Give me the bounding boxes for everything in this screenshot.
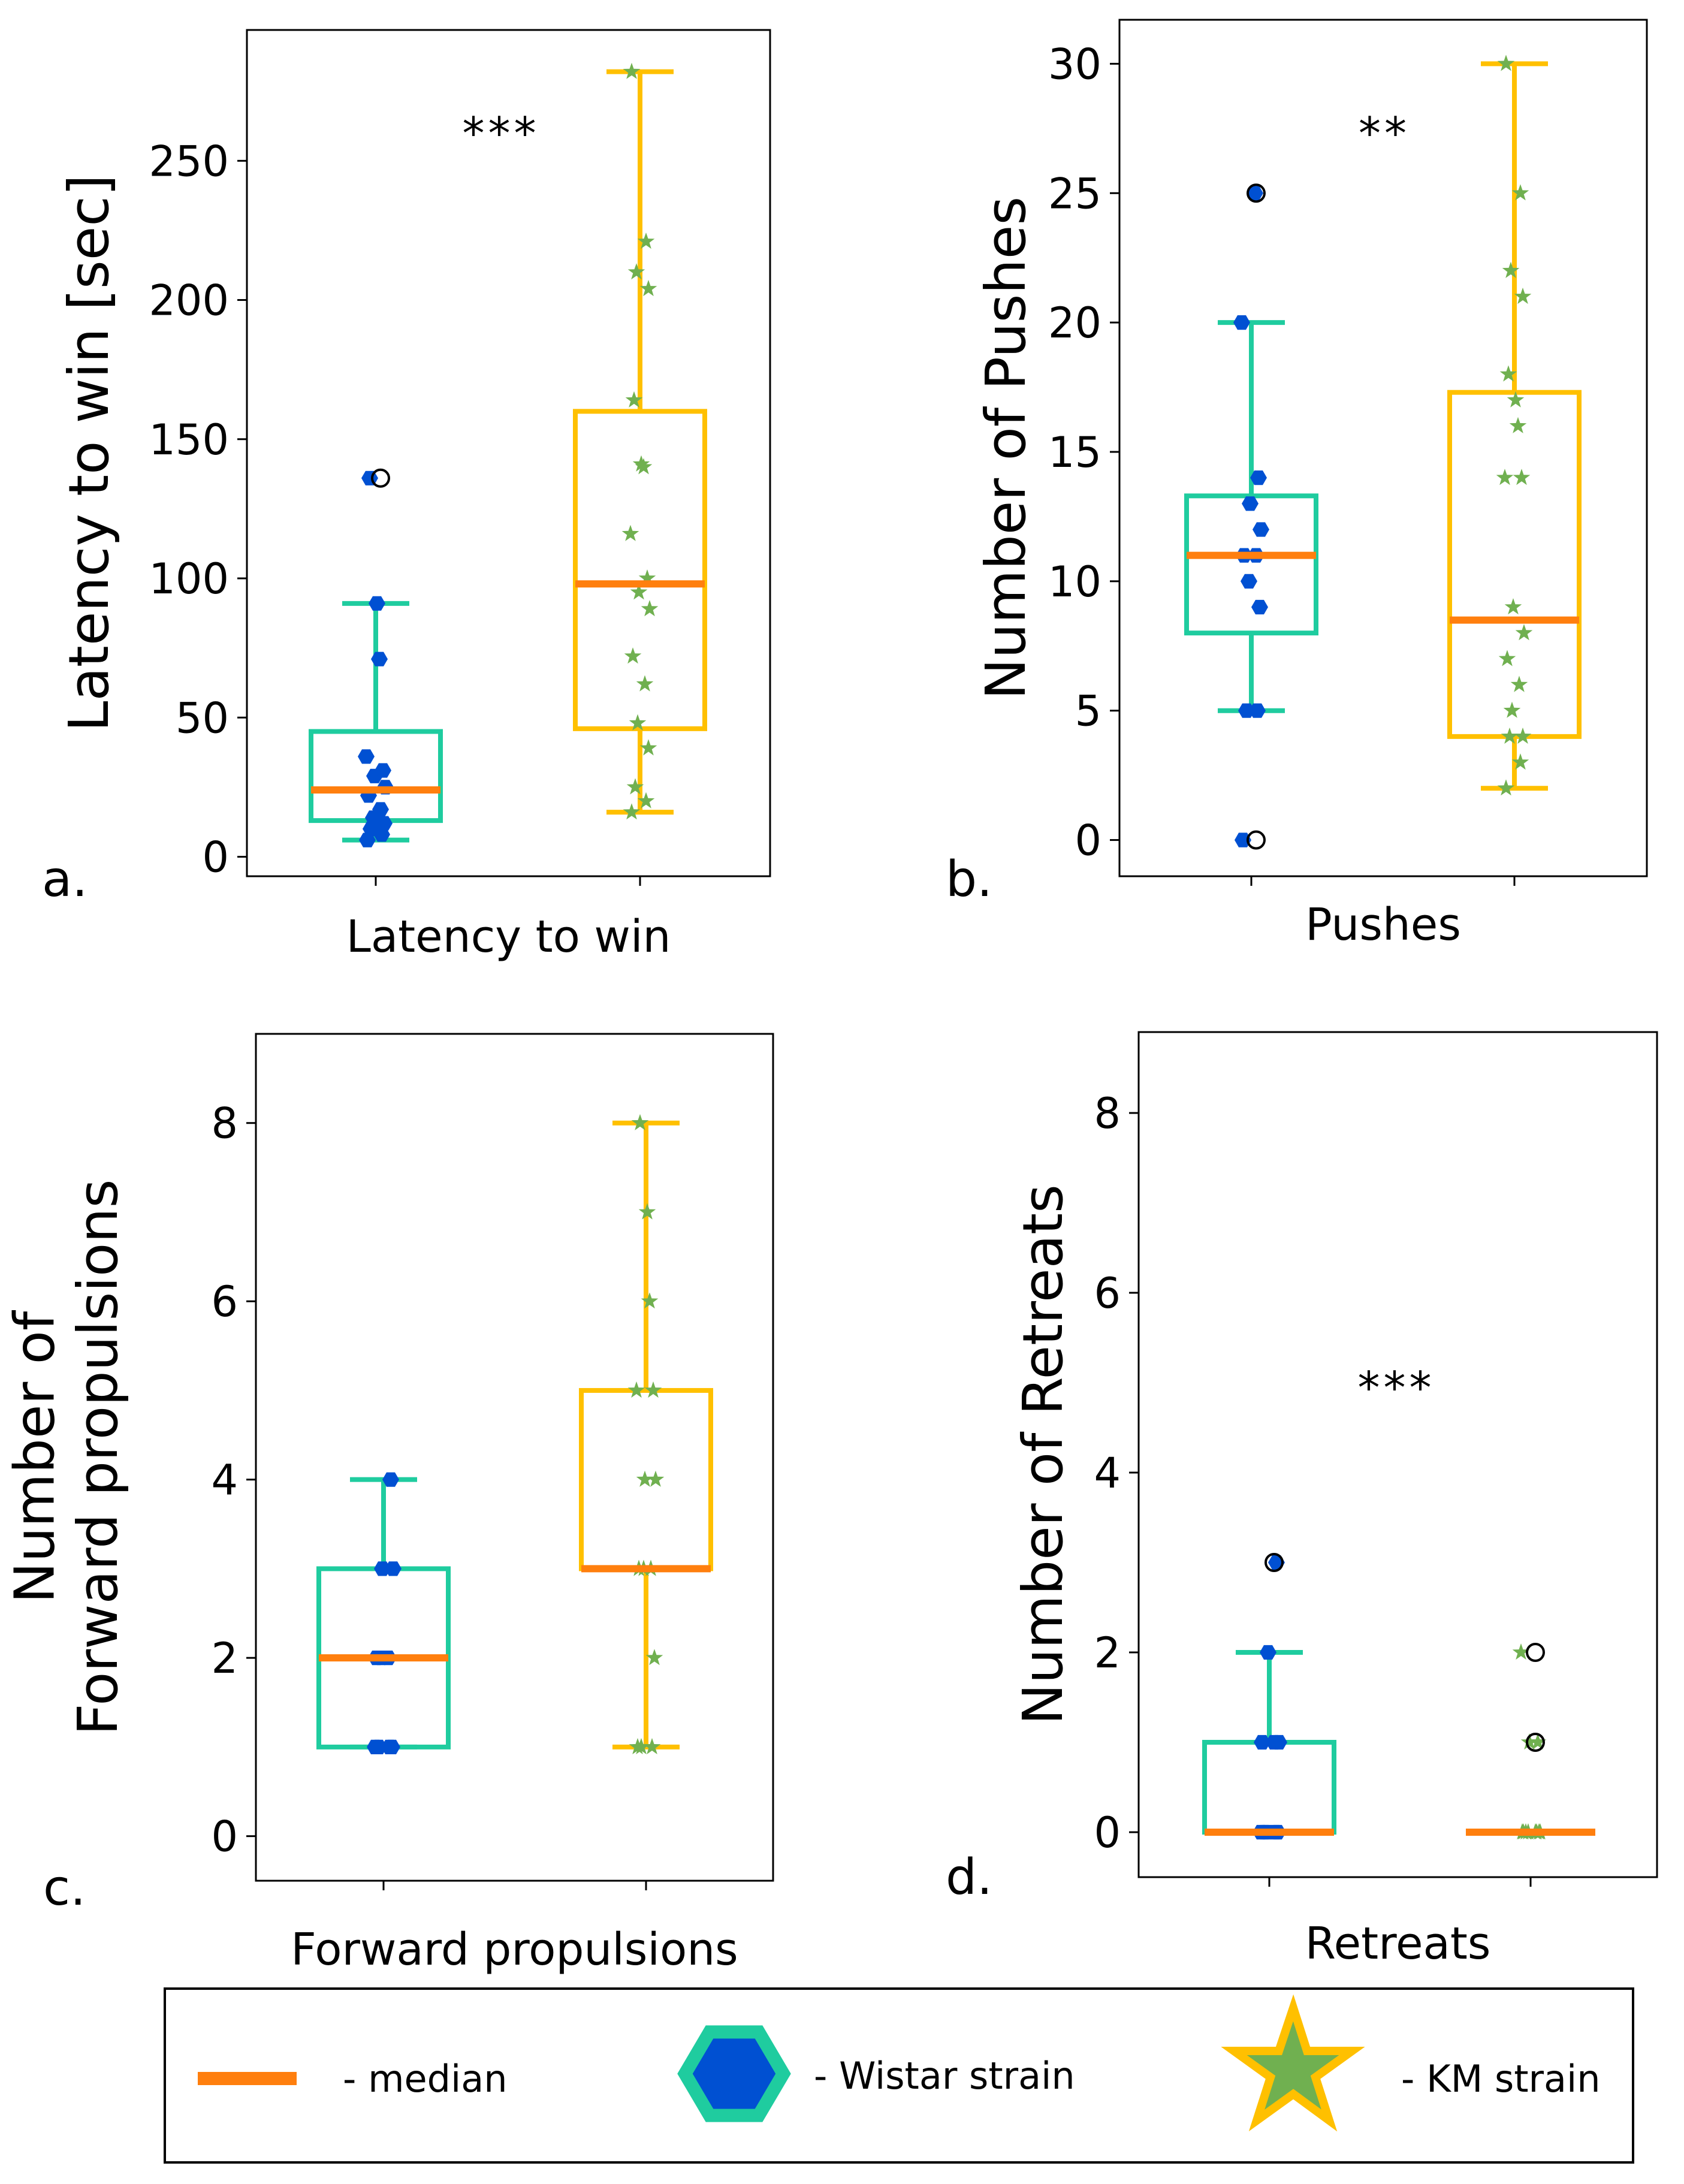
- box-iqr: [1187, 496, 1316, 633]
- panels: 050100150200250Latency to win [sec]Laten…: [2, 20, 1657, 1975]
- legend: - median - Wistar strain - KM strain: [165, 1989, 1633, 2162]
- y-tick-label: 200: [149, 276, 229, 325]
- y-tick-label: 8: [1094, 1089, 1121, 1138]
- y-tick-label: 50: [176, 693, 229, 743]
- data-point: [1241, 574, 1257, 589]
- panel-label: c.: [43, 1860, 86, 1917]
- y-tick-label: 5: [1075, 687, 1101, 736]
- panel-label: a.: [42, 851, 87, 908]
- x-axis-label: Pushes: [1305, 899, 1461, 951]
- wistar-group: [1205, 1554, 1334, 1839]
- panel-label: d.: [946, 1849, 992, 1906]
- data-point: [369, 596, 385, 611]
- panel-c: 0 2 4 6 8 Number ofForward propulsions Forward…: [2, 1034, 773, 1975]
- legend-km-label: - KM strain: [1401, 2057, 1601, 2101]
- y-tick-label: 10: [1048, 557, 1101, 607]
- box-iqr: [1450, 393, 1579, 737]
- y-tick-label: 2: [1094, 1628, 1121, 1678]
- panel-label: b.: [946, 851, 992, 908]
- y-axis-label: Number of Retreats: [1011, 1184, 1075, 1725]
- y-tick-label: 4: [211, 1456, 238, 1505]
- x-axis-label: Forward propulsions: [291, 1924, 738, 1975]
- wistar-group: [1187, 185, 1316, 848]
- y-tick-label: 6: [211, 1277, 238, 1326]
- y-tick-label: 30: [1048, 40, 1101, 89]
- y-tick-label: 4: [1094, 1449, 1121, 1498]
- y-tick-label: 0: [211, 1812, 238, 1862]
- data-point: [1510, 417, 1527, 433]
- panel-d: 0 2 4 6 8 Number of Retreats Retreats d. ***: [946, 1032, 1657, 1969]
- y-axis-label: Number ofForward propulsions: [2, 1180, 130, 1736]
- plot-frame: [1139, 1032, 1657, 1877]
- y-tick-label: 0: [1094, 1808, 1121, 1857]
- outlier-marker: [1527, 1644, 1544, 1661]
- y-tick-label: 15: [1048, 428, 1101, 477]
- y-tick-label: 0: [202, 832, 229, 882]
- y-tick-label: 8: [211, 1099, 238, 1148]
- data-point: [1505, 598, 1522, 614]
- data-point: [1496, 469, 1514, 485]
- y-tick-label: 2: [211, 1634, 238, 1683]
- data-point: [624, 647, 642, 663]
- data-point: [1253, 522, 1269, 536]
- y-tick-label: 0: [1075, 816, 1101, 865]
- data-point: [628, 263, 645, 279]
- data-point: [1513, 469, 1531, 485]
- panel-b: 0 5 10 15 20 25 30 Number of Pushes Pushes b. **: [946, 20, 1647, 951]
- data-point: [1499, 650, 1516, 666]
- data-point: [641, 600, 659, 616]
- data-point: [1502, 262, 1520, 278]
- hexagon-icon: [685, 2032, 783, 2115]
- y-tick-label: 150: [149, 415, 229, 464]
- data-point: [361, 471, 378, 485]
- y-axis-label: Latency to win [sec]: [57, 174, 121, 732]
- wistar-group: [319, 1473, 448, 1754]
- data-point: [1516, 624, 1533, 640]
- y-tick-label: 6: [1094, 1269, 1121, 1318]
- legend-wistar-label: - Wistar strain: [814, 2054, 1075, 2098]
- significance-marker: ***: [1358, 1362, 1435, 1414]
- data-point: [1251, 600, 1268, 614]
- significance-marker: **: [1359, 108, 1410, 159]
- data-point: [641, 1292, 659, 1308]
- figure: 050100150200250Latency to win [sec]Laten…: [0, 0, 1684, 2184]
- wistar-group: [311, 470, 440, 847]
- y-tick-label: 250: [149, 137, 229, 186]
- km-group: [575, 63, 705, 820]
- y-axis-label: Number of Pushes: [974, 197, 1038, 700]
- y-tick-label: 100: [149, 554, 229, 604]
- legend-median-label: - median: [343, 2057, 508, 2101]
- data-point: [1242, 496, 1259, 511]
- box-iqr: [1205, 1742, 1334, 1832]
- km-group: [1450, 55, 1579, 795]
- data-point: [622, 525, 639, 541]
- km-group: [1466, 1643, 1595, 1839]
- panel-a: 0 50 100 150 200 250 Latency to win [sec] Laten…: [42, 30, 770, 963]
- data-point: [1260, 1645, 1276, 1660]
- x-axis-label: Retreats: [1305, 1918, 1491, 1969]
- km-group: [581, 1114, 711, 1754]
- x-axis-label: Latency to win: [346, 911, 671, 963]
- data-point: [636, 675, 654, 692]
- data-point: [1511, 676, 1528, 692]
- data-point: [628, 1381, 645, 1398]
- y-tick-label: 25: [1048, 169, 1101, 218]
- data-point: [1233, 315, 1250, 330]
- data-point: [1504, 702, 1521, 718]
- plot-frame: [256, 1034, 773, 1881]
- significance-marker: ***: [463, 108, 540, 159]
- y-tick-label: 20: [1048, 298, 1101, 348]
- data-point: [358, 749, 375, 764]
